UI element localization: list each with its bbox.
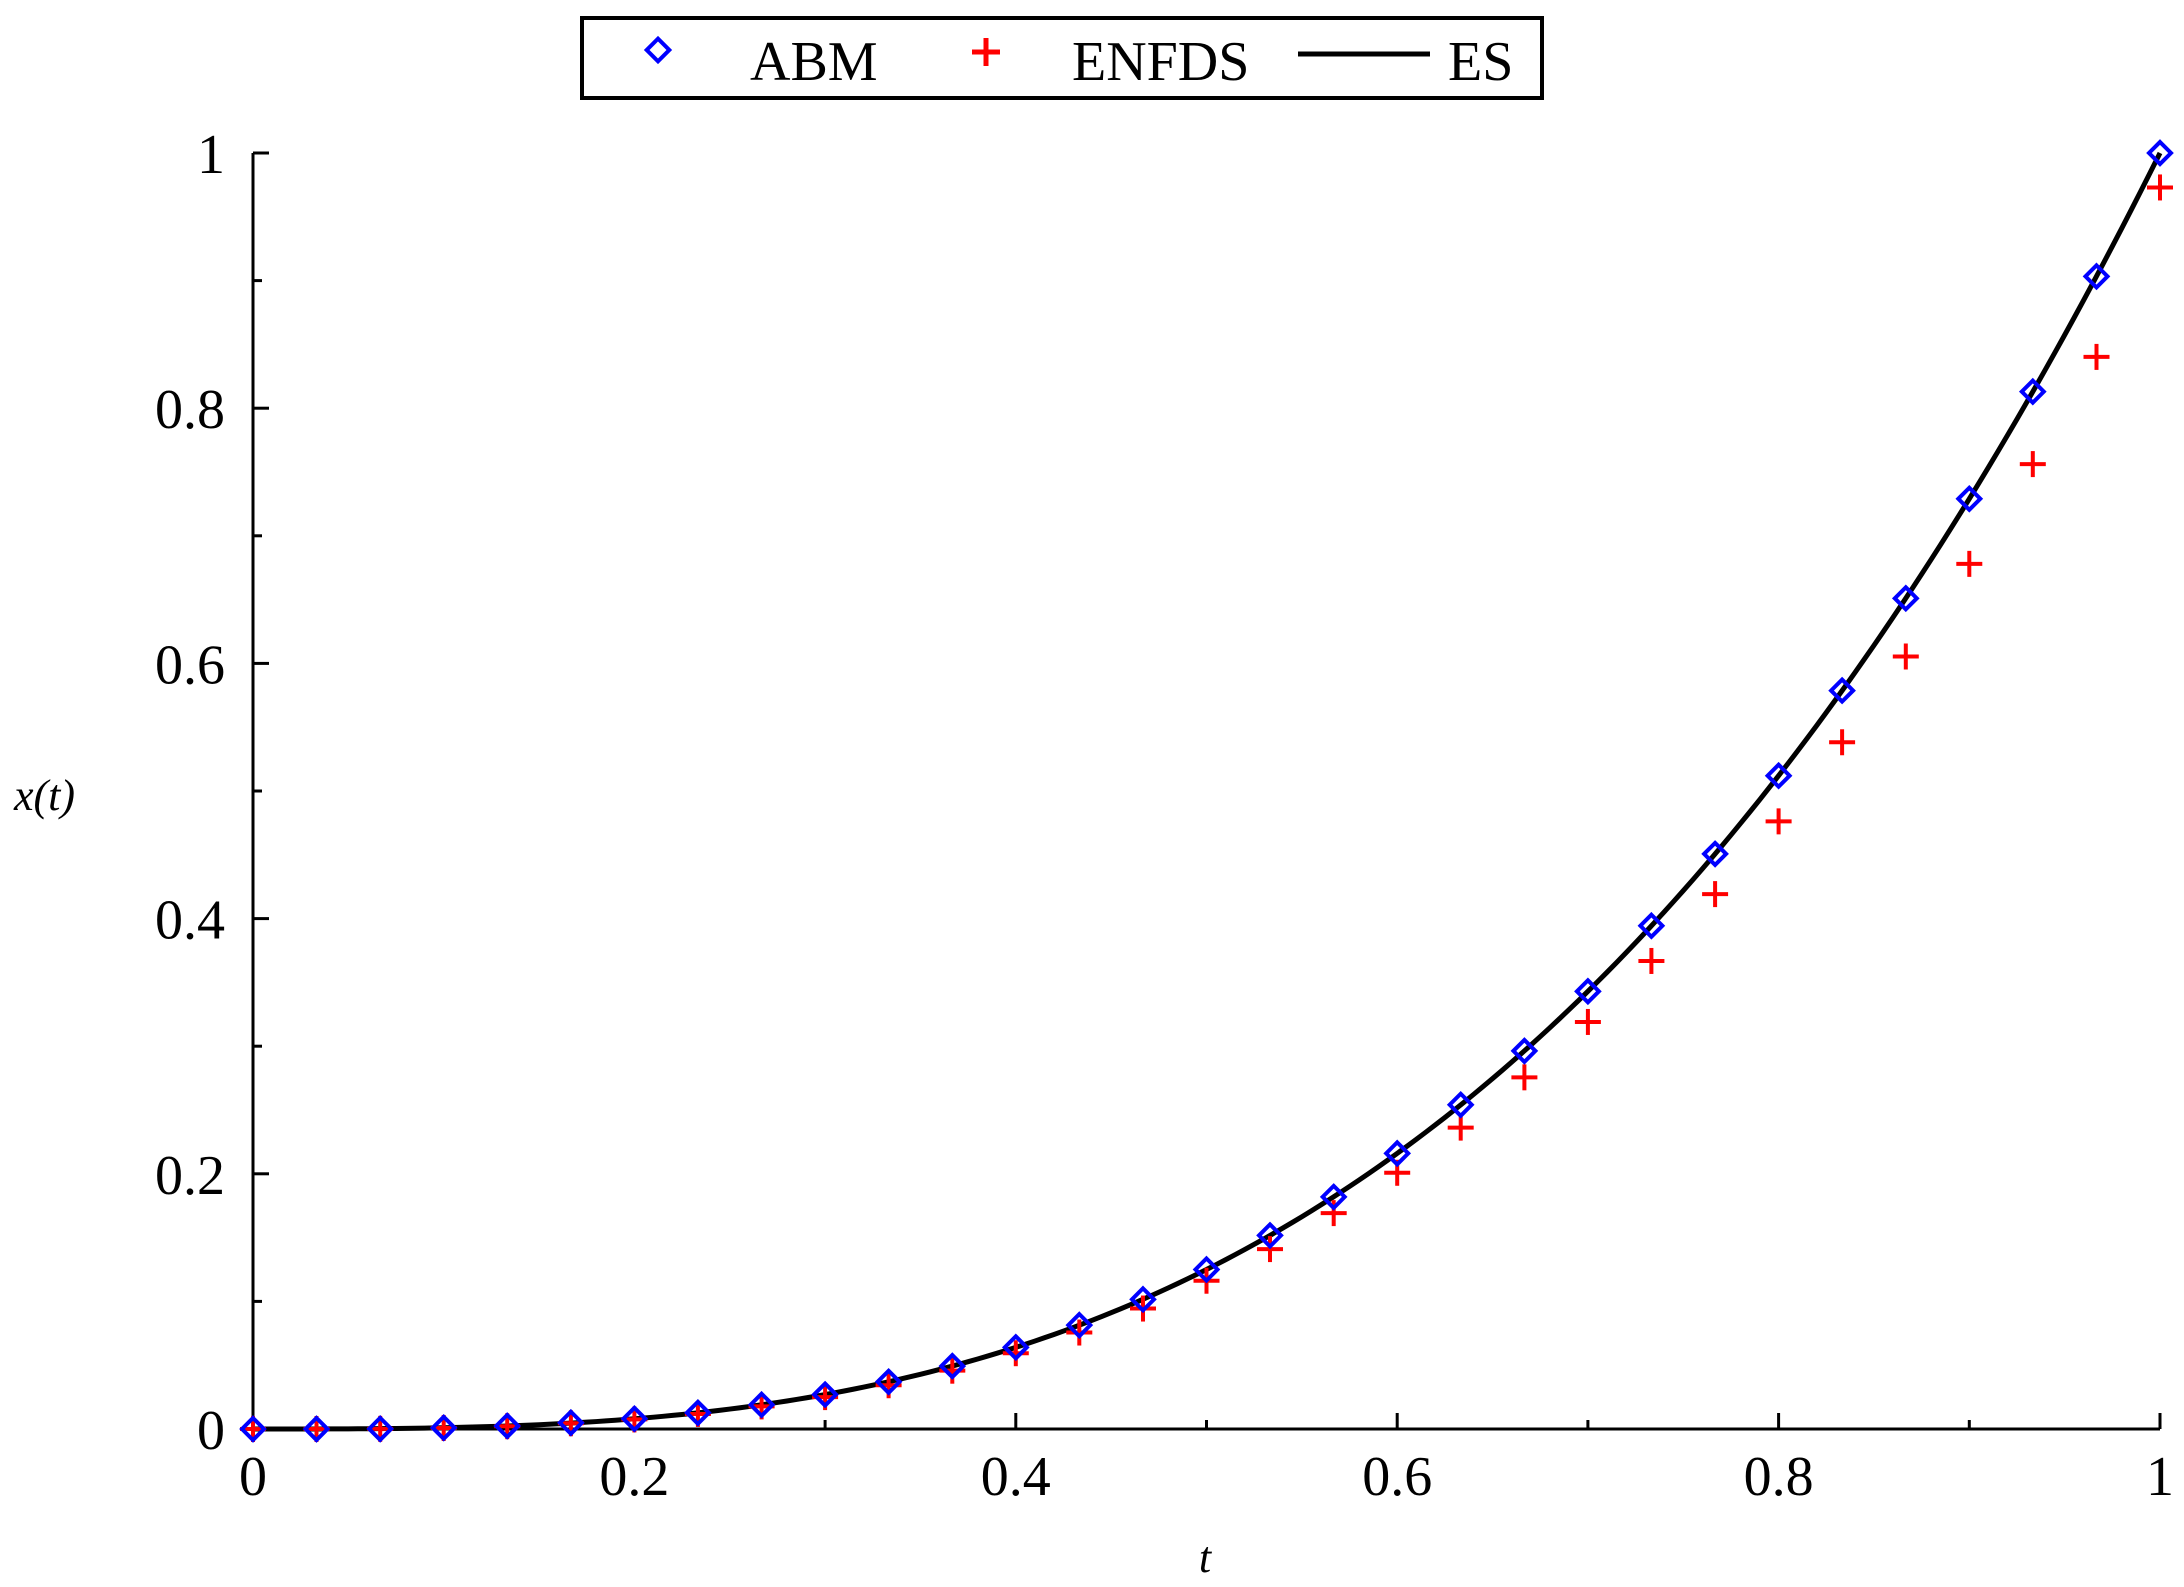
legend: ABM ENFDS ES	[580, 16, 1544, 100]
abm-point	[1955, 484, 1984, 513]
abm-point	[239, 1415, 267, 1443]
abm-series	[239, 139, 2174, 1443]
legend-enfds-label: ENFDS	[1072, 31, 1249, 93]
enfds-point	[1574, 1008, 1601, 1035]
abm-point	[1701, 840, 1729, 868]
x-tick-label: 0.6	[1362, 1446, 1432, 1508]
legend-abm-marker	[643, 35, 673, 65]
y-tick-label: 0	[197, 1400, 225, 1462]
y-tick-label: 1	[197, 124, 225, 186]
x-tick-label: 0.2	[599, 1446, 669, 1508]
es-curve	[253, 151, 2163, 1432]
abm-point	[1446, 1090, 1475, 1119]
abm-point	[747, 1390, 776, 1419]
abm-point	[1891, 584, 1920, 613]
abm-point	[1319, 1183, 1348, 1211]
abm-point	[1637, 911, 1666, 940]
abm-point	[1764, 761, 1793, 790]
legend-enfds-marker	[972, 38, 1000, 66]
x-axis-title: t	[1199, 1533, 1213, 1582]
y-tick-label: 0.2	[155, 1145, 225, 1207]
abm-point	[493, 1412, 522, 1440]
abm-point	[557, 1408, 585, 1437]
abm-point	[429, 1414, 458, 1442]
enfds-point	[1829, 729, 1856, 756]
abm-point	[1256, 1221, 1284, 1250]
abm-point	[366, 1415, 395, 1443]
y-tick-label: 0.8	[155, 379, 225, 441]
abm-point	[874, 1367, 903, 1396]
abm-point	[1065, 1311, 1094, 1339]
enfds-series	[240, 174, 2173, 1442]
abm-point	[2082, 262, 2111, 291]
x-tick-label: 1	[2146, 1446, 2174, 1508]
abm-point	[620, 1404, 649, 1433]
enfds-point	[2147, 174, 2173, 201]
legend-frame	[580, 16, 1544, 100]
enfds-point	[1638, 947, 1665, 974]
x-tick-label: 0.4	[981, 1446, 1051, 1508]
enfds-point	[1511, 1064, 1538, 1091]
abm-point	[811, 1380, 839, 1409]
x-tick-label: 0	[239, 1446, 267, 1508]
legend-es-label: ES	[1448, 31, 1513, 93]
abm-point	[1574, 977, 1602, 1006]
y-tick-label: 0.6	[155, 634, 225, 696]
abm-point	[2146, 139, 2174, 167]
x-tick-label: 0.8	[1744, 1446, 1814, 1508]
enfds-point	[1702, 881, 1729, 908]
enfds-point	[2083, 343, 2110, 370]
enfds-point	[1066, 1319, 1093, 1346]
es-curve-layer	[253, 151, 2163, 1432]
enfds-point	[1447, 1114, 1474, 1141]
abm-point	[1383, 1139, 1412, 1168]
enfds-point	[1002, 1340, 1029, 1367]
abm-point	[1828, 676, 1856, 705]
x-axis-ticks: 0 0.2 0.4 0.6 0.8 1	[239, 1413, 2174, 1508]
abm-point	[1129, 1285, 1157, 1314]
enfds-point	[1956, 550, 1983, 577]
legend-abm-label: ABM	[750, 31, 878, 93]
enfds-point	[2019, 451, 2046, 478]
abm-point	[684, 1398, 712, 1427]
enfds-point	[1765, 808, 1792, 835]
abm-point	[938, 1352, 967, 1380]
enfds-point	[1320, 1200, 1347, 1227]
y-axis-ticks: 0 0.2 0.4 0.6 0.8 1	[155, 124, 269, 1462]
abm-point	[302, 1415, 331, 1443]
abm-point	[1192, 1255, 1221, 1284]
y-tick-label: 0.4	[155, 890, 225, 952]
abm-point	[1510, 1037, 1539, 1065]
y-axis-title: x(t)	[13, 771, 75, 820]
abm-point	[2018, 377, 2047, 406]
abm-point	[1001, 1333, 1030, 1362]
enfds-point	[1892, 643, 1919, 670]
